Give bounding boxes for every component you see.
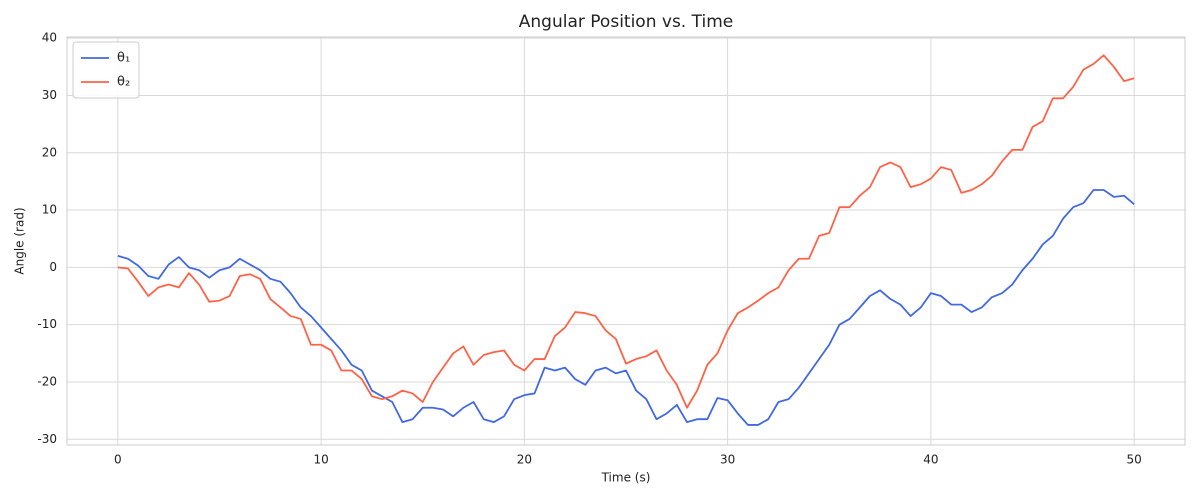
x-tick-label: 30 — [720, 453, 735, 467]
legend-box — [72, 41, 140, 99]
y-tick-label: -20 — [37, 374, 57, 388]
x-axis-label: Time (s) — [601, 471, 651, 485]
x-tick-label: 40 — [923, 453, 938, 467]
plot-frame — [66, 36, 1186, 446]
x-tick-label: 0 — [114, 453, 122, 467]
legend-label: θ₂ — [117, 75, 130, 90]
y-axis-label: Angle (rad) — [13, 207, 27, 274]
y-tick-label: -30 — [37, 432, 57, 446]
x-tick-label: 10 — [313, 453, 328, 467]
y-tick-label: -10 — [37, 317, 57, 331]
x-tick-label: 50 — [1127, 453, 1142, 467]
chart-title: Angular Position vs. Time — [519, 12, 733, 32]
y-tick-label: 0 — [49, 260, 57, 274]
y-tick-label: 20 — [42, 145, 57, 159]
legend-label: θ₁ — [117, 51, 130, 66]
x-tick-label: 20 — [517, 453, 532, 467]
series-line — [117, 189, 1135, 426]
series-line — [117, 54, 1135, 409]
y-tick-label: 10 — [42, 203, 57, 217]
y-tick-label: 40 — [42, 31, 57, 45]
y-tick-label: 30 — [42, 88, 57, 102]
